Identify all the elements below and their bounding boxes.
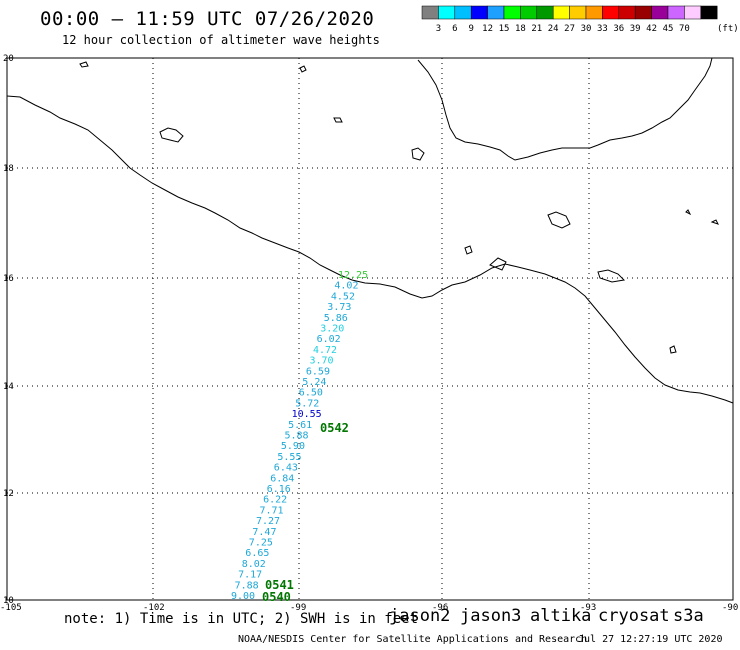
note-text: note: 1) Time is in UTC; 2) SWH is in fe… [64,611,419,627]
map-title: 00:00 – 11:59 UTC 07/26/2020 [40,8,375,30]
wave-height-label: 6.43 [274,463,298,474]
wave-height-label: 5.24 [302,377,326,388]
legend-swatch [667,5,685,20]
color-legend: 3 6 9 12 15 18 21 24 27 30 33 36 39 42 45 70 [421,5,718,34]
legend-swatch [503,5,521,20]
satellite-cryosat: cryosat [598,606,670,626]
wave-height-label: 10.55 [292,409,322,420]
altimeter-track: 12.254.024.523.735.863.206.024.723.706.5… [231,270,368,602]
wave-height-label: 6.84 [270,473,294,484]
legend-swatch [651,5,669,20]
wave-height-label: 7.25 [249,538,273,549]
coastline [6,57,734,404]
satellite-jason3: jason3 [460,606,522,626]
wave-height-label: 7.17 [238,570,262,581]
credit-text: NOAA/NESDIS Center for Satellite Applica… [238,634,588,645]
wave-height-label: 6.59 [306,366,330,377]
legend-label: 70 [679,24,690,34]
lat-label: 10 [3,596,14,606]
legend-swatch [634,5,652,20]
satellite-s3a: s3a [673,606,704,626]
satellite-altika: altika [530,606,592,626]
legend-label: 39 [630,24,641,34]
legend-label: 15 [499,24,510,34]
lon-label: -99 [290,603,306,613]
wave-height-label: 6.50 [299,388,323,399]
legend-swatch [421,5,439,20]
lat-label: 18 [3,164,14,174]
wave-height-label: 7.88 [235,580,259,591]
wave-height-label: 4.52 [331,291,355,302]
legend-label: 6 [452,24,457,34]
lon-label: -96 [432,603,448,613]
wave-height-label: 3.73 [327,302,351,313]
wave-height-label: 5.61 [288,420,312,431]
lon-label: -105 [0,603,22,613]
legend-label: 24 [548,24,559,34]
wave-height-label: 3.20 [320,324,344,335]
plot-frame [6,57,734,601]
wave-height-label: 5.55 [277,452,301,463]
satellite-jason2: jason2 [389,606,451,626]
wave-height-label: 7.71 [260,505,284,516]
time-label: 0541 [265,578,294,592]
legend-label: 9 [468,24,473,34]
lat-label: 16 [3,274,14,284]
wave-height-label: 5.72 [295,398,319,409]
legend-swatch [569,5,587,20]
wave-height-label: 3.70 [310,356,334,367]
legend-swatch [700,5,718,20]
lon-label: -93 [580,603,596,613]
legend-label: 27 [564,24,575,34]
legend-swatch [487,5,505,20]
wave-height-label: 6.16 [267,484,291,495]
legend-swatch [585,5,603,20]
time-label: 0540 [262,590,291,604]
graticule [7,58,733,600]
wave-height-label: 6.02 [317,334,341,345]
legend-swatch [602,5,620,20]
legend-label: 3 [436,24,441,34]
generation-timestamp: Jul 27 12:27:19 UTC 2020 [578,634,723,645]
time-label: 0542 [320,421,349,435]
lon-label: -102 [143,603,165,613]
lon-label: -90 [722,603,738,613]
legend-swatch [520,5,538,20]
legend-label: 18 [515,24,526,34]
legend-label: 12 [482,24,493,34]
legend-swatch [438,5,456,20]
lat-label: 14 [3,382,14,392]
legend-swatch [470,5,488,20]
map-subtitle: 12 hour collection of altimeter wave hei… [62,33,380,47]
wave-height-label: 7.47 [252,527,276,538]
legend-unit: (ft) [717,24,739,34]
wave-height-label: 9.00 [231,591,255,602]
wave-height-label: 5.86 [324,313,348,324]
legend-label: 33 [597,24,608,34]
lat-label: 12 [3,489,14,499]
legend-label: 30 [581,24,592,34]
legend-swatch [454,5,472,20]
legend-label: 45 [663,24,674,34]
wave-height-label: 8.02 [242,559,266,570]
legend-label: 42 [646,24,657,34]
wave-height-label: 5.90 [281,441,305,452]
legend-swatch [684,5,702,20]
wave-height-label: 4.02 [334,281,358,292]
wave-height-label: 6.22 [263,495,287,506]
legend-swatch [552,5,570,20]
wave-height-label: 7.27 [256,516,280,527]
wave-height-label: 12.25 [338,270,368,281]
legend-label: 21 [531,24,542,34]
wave-height-label: 4.72 [313,345,337,356]
wave-height-label: 5.88 [285,431,309,442]
lat-label: 20 [3,54,14,64]
wave-height-label: 6.65 [245,548,269,559]
legend-swatch [536,5,554,20]
legend-label: 36 [613,24,624,34]
legend-swatch [618,5,636,20]
